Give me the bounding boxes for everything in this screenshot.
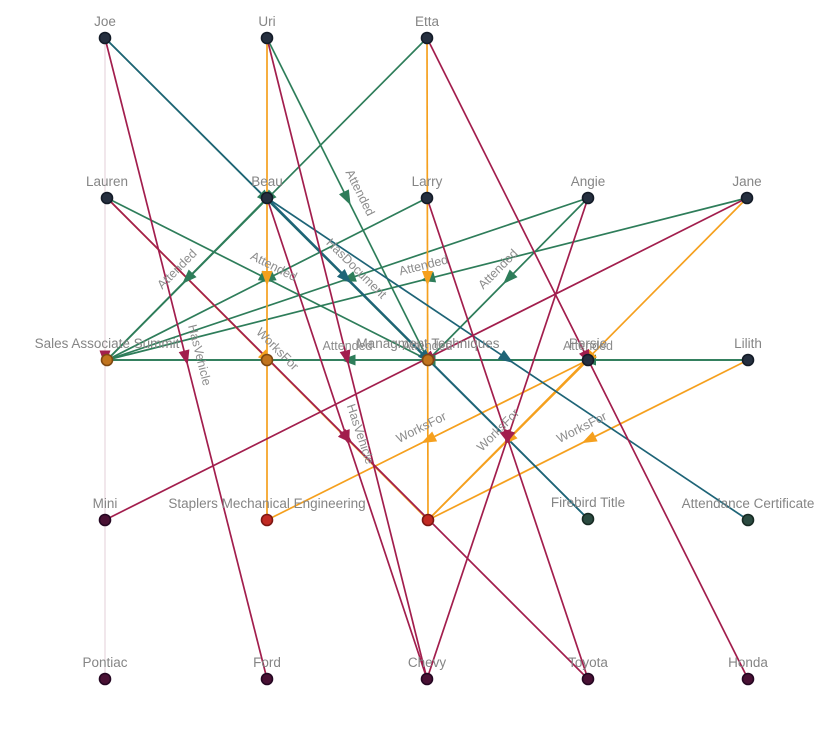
node-toyota[interactable] <box>581 672 595 686</box>
node-firebird[interactable] <box>581 512 595 526</box>
node-label-lilith: Lilith <box>734 336 762 351</box>
node-ford[interactable] <box>260 672 274 686</box>
edge-arrow-worksfor <box>421 431 438 444</box>
edge-label-attended: Attended <box>475 246 520 291</box>
node-label-angie: Angie <box>571 174 606 189</box>
node-sas[interactable] <box>100 353 114 367</box>
node-label-mt: Managment Techniques <box>356 336 499 351</box>
node-pontiac[interactable] <box>98 672 112 686</box>
edge-arrow-worksfor <box>261 271 273 286</box>
node-label-jane: Jane <box>732 174 761 189</box>
node-label-beau: Beau <box>251 174 283 189</box>
node-lauren[interactable] <box>100 191 114 205</box>
node-mini[interactable] <box>98 513 112 527</box>
edge-label-worksfor: WorksFor <box>253 325 301 373</box>
edge-label-attended: Attended <box>563 339 613 353</box>
node-label-toyota: Toyota <box>568 655 608 670</box>
edge-arrow-hasdocument <box>497 349 514 363</box>
node-label-pontiac: Pontiac <box>82 655 127 670</box>
edge-label-worksfor: WorksFor <box>394 409 449 446</box>
node-label-chevy: Chevy <box>408 655 447 670</box>
node-event2[interactable] <box>260 353 274 367</box>
node-angie[interactable] <box>581 191 595 205</box>
node-persie[interactable] <box>581 353 595 367</box>
node-label-honda: Honda <box>728 655 768 670</box>
edge-arrow-worksfor <box>421 270 433 286</box>
node-joe[interactable] <box>98 31 112 45</box>
node-attcert[interactable] <box>741 513 755 527</box>
edge-arrow-attended <box>339 189 351 206</box>
node-label-ford: Ford <box>253 655 281 670</box>
nodes-layer <box>98 31 755 686</box>
node-label-etta: Etta <box>415 14 440 29</box>
node-label-persie: Persie <box>569 336 607 351</box>
node-label-attcert: Attendance Certificate <box>682 496 815 511</box>
node-company2[interactable] <box>421 513 435 527</box>
edge-arrow-hasvehicle <box>178 349 190 366</box>
node-label-staplers: Staplers Mechanical Engineering <box>168 496 365 511</box>
node-label-firebird: Firebird Title <box>551 495 625 510</box>
edge-arrow-hasdocument <box>336 268 352 284</box>
node-honda[interactable] <box>741 672 755 686</box>
node-label-larry: Larry <box>412 174 443 189</box>
edge-arrow-hasvehicle <box>339 349 351 366</box>
node-mt[interactable] <box>421 353 435 367</box>
edge-label-hasvehicle: HasVehicle <box>185 323 214 387</box>
edge-label-attended: Attended <box>402 339 452 353</box>
edge-arrow-attended <box>182 269 197 284</box>
node-label-joe: Joe <box>94 14 116 29</box>
node-larry[interactable] <box>420 191 434 205</box>
node-jane[interactable] <box>740 191 754 205</box>
edge-label-attended: Attended <box>322 339 372 353</box>
node-etta[interactable] <box>420 31 434 45</box>
edge-arrow-attended <box>503 269 518 284</box>
edge-arrow-worksfor <box>581 431 598 444</box>
edge-arrow-hasvehicle <box>337 428 353 444</box>
node-label-uri: Uri <box>258 14 275 29</box>
node-uri[interactable] <box>260 31 274 45</box>
node-label-sas: Sales Associate Summit <box>35 336 180 351</box>
node-label-lauren: Lauren <box>86 174 128 189</box>
edge-arrow-hasvehicle <box>499 429 511 446</box>
node-lilith[interactable] <box>741 353 755 367</box>
edge-label-worksfor: WorksFor <box>554 409 608 446</box>
node-label-mini: Mini <box>93 496 118 511</box>
node-chevy[interactable] <box>420 672 434 686</box>
node-beau[interactable] <box>260 191 274 205</box>
node-staplers[interactable] <box>260 513 274 527</box>
node-labels-layer: Joe Uri Etta Lauren Beau Larry Angie Jane Sales … <box>35 14 815 670</box>
